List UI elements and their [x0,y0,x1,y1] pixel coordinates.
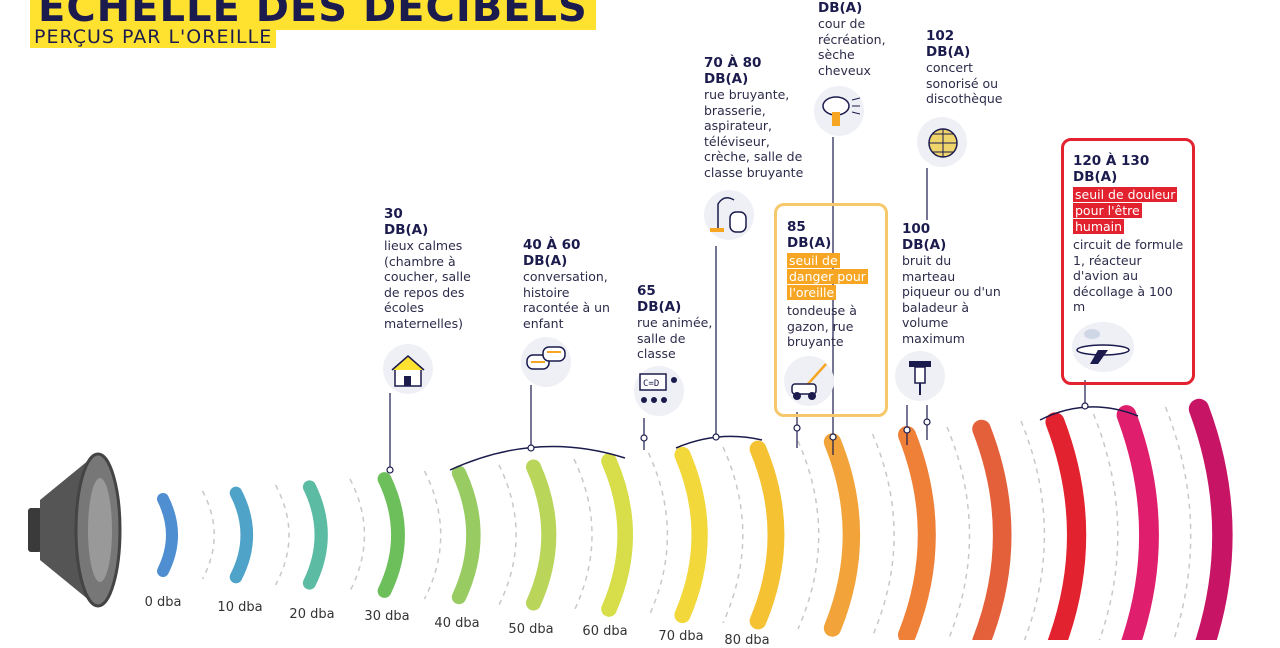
svg-text:C=D: C=D [643,379,659,389]
classroom-icon: C=D [634,366,684,416]
wave-divider [871,433,895,637]
danger-threshold-box [774,203,888,417]
card-65db: 65 DB(A) rue animée, salle de classe [637,283,713,361]
wave-divider [1020,420,1046,640]
sound-wave [601,453,633,617]
scale-label-40: 40 dba [434,616,480,631]
sound-wave [377,472,405,598]
card-120-130db: 120 À 130 DB(A) seuil de douleur pour l'ê… [1073,153,1184,314]
page-subtitle: PERÇUS PAR L'OREILLE [30,26,277,48]
range-arc-40-60 [449,445,626,471]
lawnmower-icon [784,356,834,406]
hairdryer-icon [814,86,864,136]
wave-divider [722,446,744,624]
jackhammer-icon [895,351,945,401]
sound-wave [302,480,328,590]
scale-label-70: 70 dba [658,629,704,644]
scale-label-80: 80 dba [724,633,770,648]
sound-wave [674,446,708,624]
wave-divider [201,490,215,580]
wave-divider [1164,406,1192,640]
wave-divider [647,452,669,618]
pain-threshold-label: seuil de douleur pour l'être humain [1073,187,1178,234]
sound-wave [1188,398,1233,640]
sound-wave [451,465,481,605]
speech-bubbles-icon [521,337,571,387]
scale-label-10: 10 dba [217,600,263,615]
range-arc-120-130 [1039,406,1139,421]
danger-threshold-label: seuil de danger pour l'oreille [787,253,868,300]
sound-wave [526,459,557,611]
airplane-icon [1072,322,1134,372]
speaker-icon [28,452,122,608]
sound-wave [749,440,785,630]
card-100db: 100 DB(A) bruit du marteau piqueur ou d'u… [902,221,1001,346]
card-40-60db: 40 À 60 DB(A) conversation, histoire raco… [523,237,610,331]
wave-divider [274,484,290,586]
card-102db: 102 DB(A) concert sonorisé ou discothèque [926,28,1003,106]
scale-label-60: 60 dba [582,624,628,639]
wave-divider [573,458,593,612]
sound-wave [972,419,1012,640]
wave-divider [349,478,366,592]
card-30db: 30 DB(A) lieux calmes (chambre à coucher,… [384,206,471,331]
card-85db: 85 DB(A) seuil de danger pour l'oreille t… [787,219,868,349]
pain-threshold-box [1061,138,1195,385]
disco-ball-icon [917,117,967,167]
scale-label-30: 30 dba [364,609,410,624]
sound-wave [898,426,936,640]
house-icon [383,344,433,394]
sound-wave [157,493,178,577]
wave-divider [946,426,971,640]
scale-label-20: 20 dba [289,607,335,622]
wave-divider [1092,413,1119,640]
wave-divider [498,464,517,606]
sound-wave [229,486,254,584]
scale-label-0: 0 dba [144,595,182,610]
vacuum-icon [704,190,754,240]
page-title: ÉCHELLE DES DÉCIBELS [30,0,596,30]
sound-wave [823,433,861,637]
card-70-80db: 70 À 80 DB(A) rue bruyante, brasserie, as… [704,55,804,180]
wave-divider [797,440,820,630]
sound-wave [1116,405,1159,640]
sound-wave [1045,412,1087,640]
scale-label-50: 50 dba [508,622,554,637]
wave-divider [423,470,442,600]
card-90db: DB(A) cour de récréation, sèche cheveux [818,0,886,78]
